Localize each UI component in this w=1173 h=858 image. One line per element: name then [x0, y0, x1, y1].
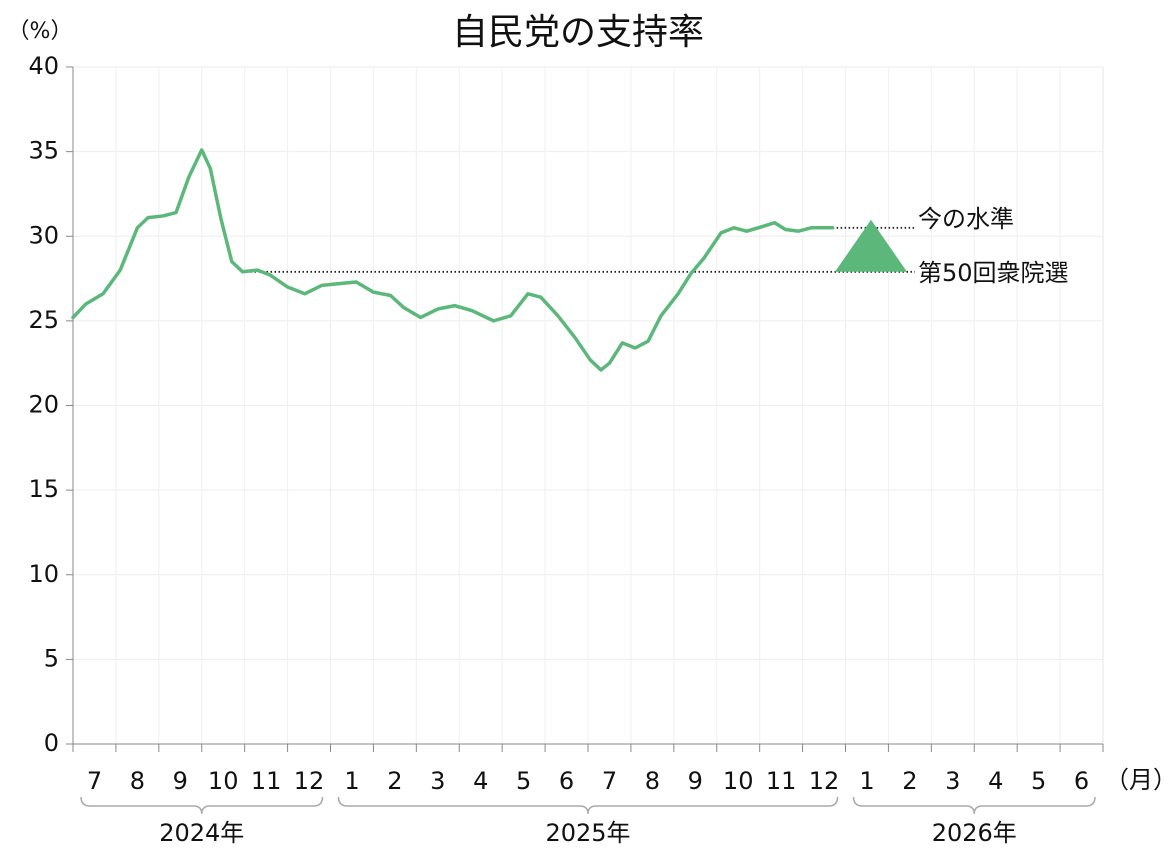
x-tick-label: 3: [430, 767, 445, 795]
year-label: 2024年: [159, 819, 244, 847]
x-tick-label: 5: [1031, 767, 1046, 795]
y-tick-label: 40: [28, 52, 59, 80]
y-axis-label: （%）: [8, 19, 73, 44]
x-tick-label: 5: [516, 767, 531, 795]
x-unit-label: （月）: [1105, 766, 1173, 794]
y-tick-label: 35: [28, 137, 59, 165]
x-tick-label: 8: [130, 767, 145, 795]
annotation-label: 今の水準: [918, 205, 1014, 233]
x-tick-label: 6: [559, 767, 574, 795]
x-tick-label: 7: [602, 767, 617, 795]
y-tick-label: 5: [44, 644, 59, 672]
x-tick-label: 7: [87, 767, 102, 795]
chart-title: 自民党の支持率: [452, 12, 704, 53]
x-tick-label: 2: [387, 767, 402, 795]
x-tick-label: 6: [1074, 767, 1089, 795]
x-tick-label: 9: [688, 767, 703, 795]
y-tick-label: 0: [44, 729, 59, 757]
y-tick-label: 15: [28, 475, 59, 503]
x-tick-label: 8: [645, 767, 660, 795]
support-line: [71, 148, 835, 372]
x-tick-label: 1: [344, 767, 359, 795]
x-tick-label: 1: [859, 767, 874, 795]
x-tick-label: 11: [766, 767, 797, 795]
year-brace: [80, 796, 324, 815]
x-tick-label: 10: [208, 767, 239, 795]
year-brace: [337, 796, 839, 815]
year-label: 2025年: [545, 819, 630, 847]
x-tick-label: 4: [473, 767, 488, 795]
change-triangle: [835, 219, 907, 272]
y-tick-label: 20: [28, 391, 59, 419]
x-tick-label: 10: [723, 767, 754, 795]
x-tick-label: 11: [251, 767, 282, 795]
x-tick-label: 2: [902, 767, 917, 795]
x-tick-label: 3: [945, 767, 960, 795]
y-tick-label: 10: [28, 560, 59, 588]
year-brace: [852, 796, 1096, 815]
annotation-label: 第50回衆院選: [918, 259, 1069, 287]
year-label: 2026年: [932, 819, 1017, 847]
y-tick-label: 25: [28, 306, 59, 334]
x-tick-label: 4: [988, 767, 1003, 795]
x-tick-label: 12: [294, 767, 325, 795]
x-tick-label: 12: [809, 767, 840, 795]
x-tick-label: 9: [173, 767, 188, 795]
y-tick-label: 30: [28, 221, 59, 249]
